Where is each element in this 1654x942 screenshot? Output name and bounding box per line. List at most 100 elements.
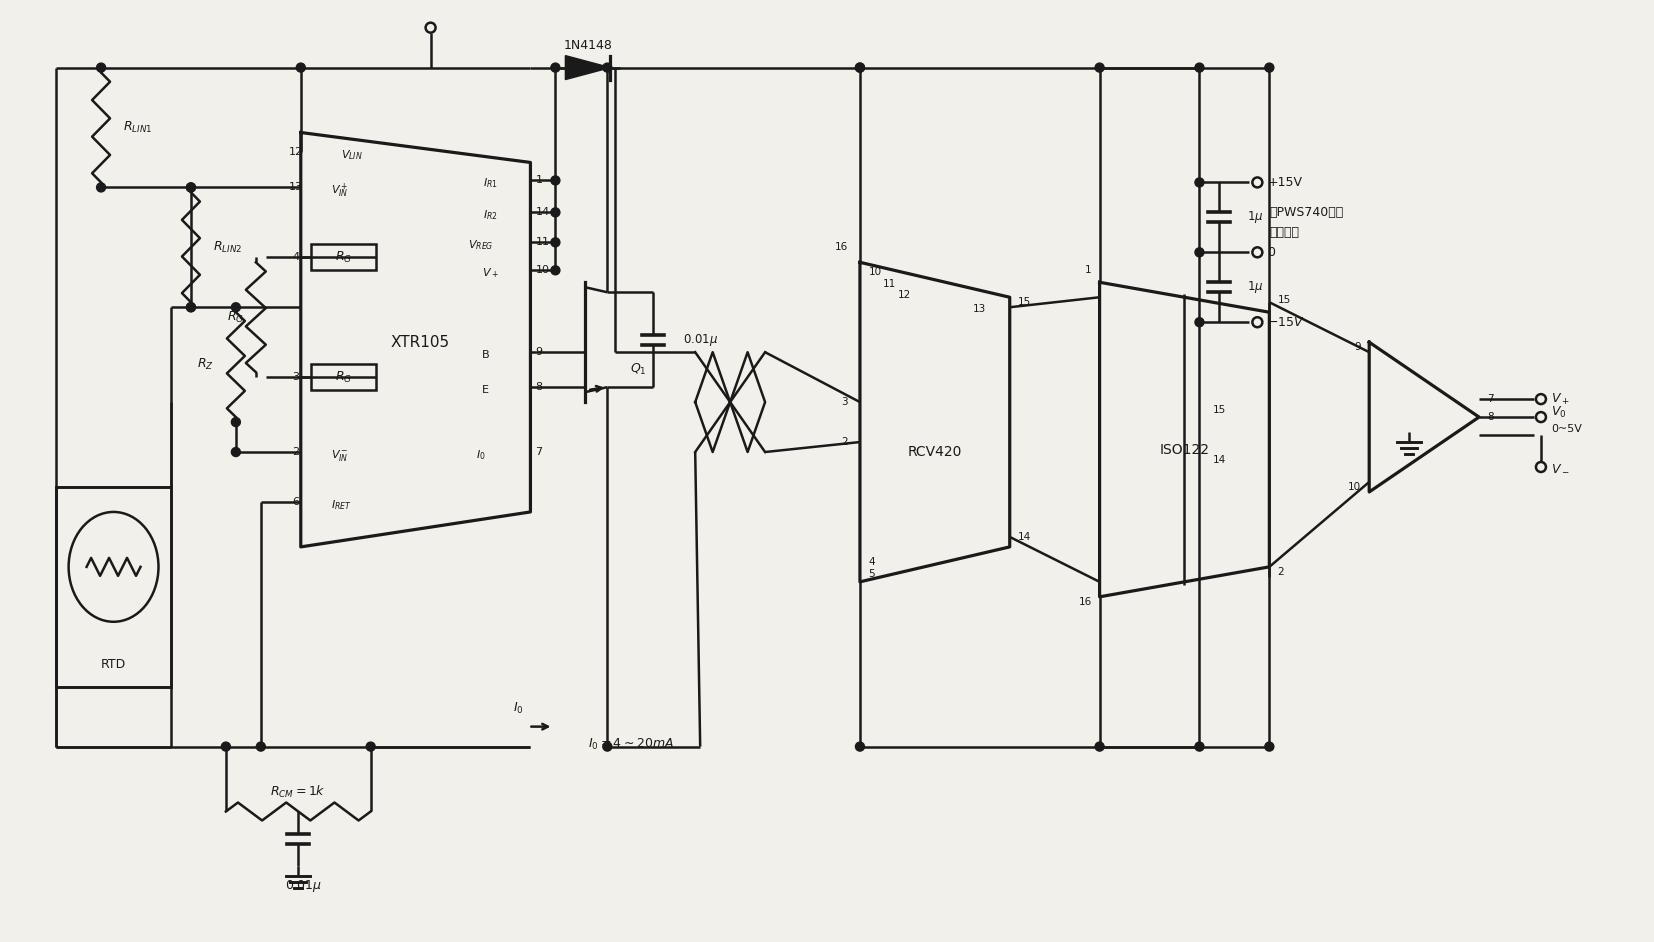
Text: 11: 11 [536, 237, 549, 248]
Circle shape [187, 302, 195, 312]
Text: B: B [481, 350, 490, 360]
Text: 1$\mu$: 1$\mu$ [1247, 279, 1264, 295]
Text: $I_0=4\sim20mA$: $I_0=4\sim20mA$ [589, 737, 675, 752]
Text: $I_{RET}$: $I_{RET}$ [331, 498, 352, 512]
Text: 8: 8 [536, 382, 543, 392]
Text: 2: 2 [293, 447, 299, 457]
Text: $V_+$: $V_+$ [1551, 392, 1570, 407]
Text: RTD: RTD [101, 658, 126, 672]
Text: 隔离电源: 隔离电源 [1269, 226, 1300, 239]
Text: 12: 12 [898, 290, 911, 300]
Text: E: E [481, 385, 490, 395]
Circle shape [232, 447, 240, 457]
Text: $V_{LIN}$: $V_{LIN}$ [341, 149, 362, 162]
Circle shape [366, 742, 375, 751]
Text: ISO122: ISO122 [1159, 443, 1209, 457]
Text: 0.01$\mu$: 0.01$\mu$ [284, 878, 323, 894]
Circle shape [602, 742, 612, 751]
Circle shape [551, 266, 561, 275]
Circle shape [855, 63, 865, 73]
Text: 6: 6 [293, 497, 299, 507]
Circle shape [296, 63, 306, 73]
Text: 14: 14 [1212, 455, 1226, 464]
Text: 15: 15 [1212, 405, 1226, 414]
Text: 由PWS740提供: 由PWS740提供 [1269, 206, 1343, 219]
Text: 0.01$\mu$: 0.01$\mu$ [683, 332, 718, 348]
Circle shape [222, 742, 230, 751]
Text: 15: 15 [1017, 298, 1030, 307]
Circle shape [1194, 178, 1204, 187]
Circle shape [855, 742, 865, 751]
Text: 10: 10 [868, 268, 882, 277]
Text: 14: 14 [536, 207, 549, 218]
Text: 5: 5 [868, 569, 875, 578]
Text: 1: 1 [536, 175, 543, 186]
Text: 4: 4 [868, 557, 875, 567]
Text: 1$\mu$: 1$\mu$ [1247, 209, 1264, 225]
Text: $I_{R2}$: $I_{R2}$ [483, 208, 498, 222]
Text: 15: 15 [1277, 295, 1290, 305]
Text: $V_{REG}$: $V_{REG}$ [468, 238, 493, 252]
Circle shape [1265, 63, 1274, 73]
Circle shape [855, 63, 865, 73]
Text: $I_{R1}$: $I_{R1}$ [483, 176, 498, 190]
Circle shape [187, 302, 195, 312]
Circle shape [187, 183, 195, 192]
Text: 14: 14 [1017, 532, 1030, 542]
Text: RCV420: RCV420 [908, 445, 963, 459]
Text: $R_G$: $R_G$ [227, 310, 245, 325]
Circle shape [1194, 248, 1204, 257]
Text: $-15V$: $-15V$ [1267, 316, 1305, 329]
Circle shape [551, 176, 561, 185]
Text: 13: 13 [973, 304, 986, 315]
Circle shape [1194, 742, 1204, 751]
Text: $V^-_{IN}$: $V^-_{IN}$ [331, 447, 349, 463]
Text: 2: 2 [1277, 567, 1284, 577]
Text: $V_0$: $V_0$ [1551, 404, 1566, 419]
Text: $R_{LIN2}$: $R_{LIN2}$ [213, 240, 241, 255]
Text: $R_{LIN1}$: $R_{LIN1}$ [122, 120, 152, 135]
Text: $R_{CM}=1k$: $R_{CM}=1k$ [271, 784, 326, 800]
Circle shape [256, 742, 265, 751]
Text: 12: 12 [289, 148, 303, 157]
Text: 7: 7 [536, 447, 543, 457]
Text: 10: 10 [1348, 482, 1361, 492]
Text: 1N4148: 1N4148 [564, 40, 612, 52]
Text: 8: 8 [1487, 412, 1494, 422]
Circle shape [1265, 742, 1274, 751]
Text: $R_G$: $R_G$ [334, 250, 352, 265]
Circle shape [232, 302, 240, 312]
Text: 7: 7 [1487, 394, 1494, 404]
Text: $I_0$: $I_0$ [476, 448, 485, 462]
Circle shape [232, 417, 240, 427]
Text: 4: 4 [293, 252, 299, 262]
Circle shape [96, 63, 106, 73]
Text: $R_Z$: $R_Z$ [197, 357, 213, 372]
Text: $V^+_{IN}$: $V^+_{IN}$ [331, 181, 349, 200]
Text: $Q_1$: $Q_1$ [630, 362, 647, 377]
Polygon shape [566, 56, 610, 79]
Circle shape [187, 183, 195, 192]
Text: XTR105: XTR105 [390, 334, 450, 349]
Text: 16: 16 [835, 242, 849, 252]
Circle shape [602, 63, 612, 73]
Text: $V_+$: $V_+$ [481, 267, 500, 280]
Text: 9: 9 [536, 348, 543, 357]
Circle shape [551, 237, 561, 247]
Circle shape [1194, 317, 1204, 327]
Circle shape [1194, 63, 1204, 73]
Text: 13: 13 [289, 183, 303, 192]
Text: 2: 2 [842, 437, 849, 447]
Text: 1: 1 [1085, 266, 1092, 275]
Circle shape [1095, 742, 1105, 751]
Text: $R_G$: $R_G$ [334, 369, 352, 384]
Text: 10: 10 [536, 266, 549, 275]
Text: 11: 11 [883, 279, 896, 289]
Text: +15V: +15V [1267, 176, 1302, 189]
Text: 0: 0 [1267, 246, 1275, 259]
Text: 9: 9 [1355, 342, 1361, 352]
Text: $I_0$: $I_0$ [513, 701, 524, 716]
Text: $V_-$: $V_-$ [1551, 461, 1570, 474]
Text: 0~5V: 0~5V [1551, 424, 1581, 434]
Circle shape [551, 208, 561, 217]
